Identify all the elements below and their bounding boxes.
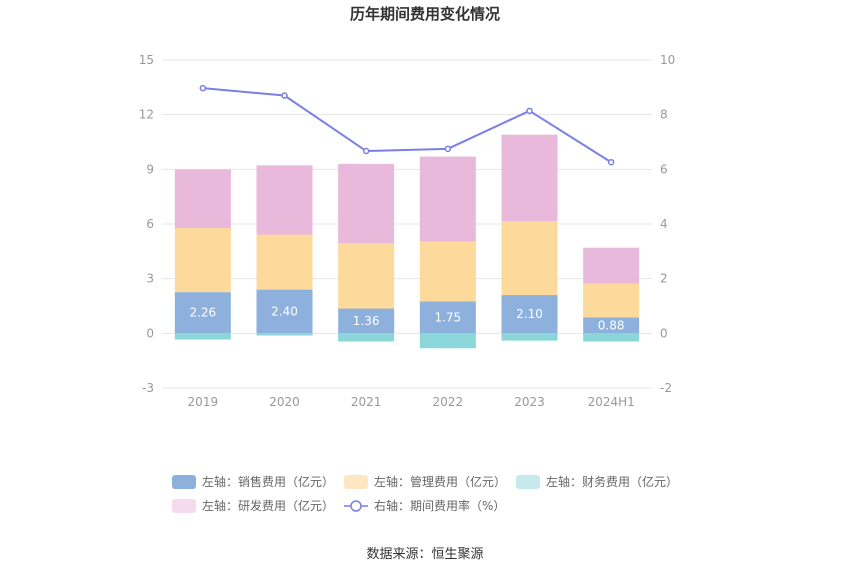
left-axis-tick: 6 [146, 217, 154, 231]
bar-value-label: 2.10 [516, 307, 543, 321]
bar-value-label: 1.36 [353, 314, 380, 328]
legend-label: 左轴：研发费用（亿元） [202, 498, 334, 513]
bar-segment [174, 333, 231, 340]
bar-value-label: 0.88 [598, 318, 625, 332]
bar-segment [338, 163, 395, 244]
legend-label: 左轴：财务费用（亿元） [546, 474, 678, 489]
grid-lines [162, 59, 652, 389]
bar-segment [256, 165, 313, 235]
bar-segment [419, 241, 476, 302]
bar-labels: 2.26 2.40 1.36 1.75 2.10 0.88 [189, 304, 624, 332]
x-axis-tick: 2020 [269, 395, 300, 409]
bars [174, 134, 640, 349]
right-axis-tick: -2 [660, 381, 672, 395]
line-point [607, 158, 615, 166]
bar-segment [338, 308, 395, 334]
bar-segment [501, 333, 558, 341]
left-axis-tick: 0 [146, 326, 154, 340]
x-axis-tick: 2023 [514, 395, 545, 409]
x-axis-tick: 2019 [188, 395, 219, 409]
legend-swatch [172, 475, 196, 489]
bar-segment [501, 295, 558, 334]
bar-segment [174, 292, 231, 334]
line-point [199, 84, 207, 92]
bar-segment [174, 228, 231, 293]
data-source: 数据来源：恒生聚源 [366, 547, 483, 562]
right-axis-tick: 4 [660, 217, 668, 231]
expense-rate-line [199, 84, 615, 166]
x-axis-tick: 2024H1 [588, 395, 635, 409]
bar-segment [583, 333, 640, 342]
right-axis-tick: 0 [660, 326, 668, 340]
bar-segment [256, 289, 313, 334]
legend-label: 左轴：管理费用（亿元） [374, 474, 506, 489]
line-point [362, 147, 370, 155]
right-axis-tick: 6 [660, 162, 668, 176]
line-path [202, 87, 612, 164]
legend-label: 右轴：期间费用率（%） [374, 498, 505, 513]
chart-title: 历年期间费用变化情况 [350, 5, 500, 23]
legend-swatch [344, 475, 368, 489]
line-point [444, 145, 452, 153]
left-axis-tick: 12 [139, 108, 154, 122]
bar-segment [338, 243, 395, 309]
bar-value-label: 1.75 [434, 310, 461, 324]
bar-segment [419, 301, 476, 334]
bar-segment [419, 156, 476, 242]
left-axis-tick: 15 [139, 53, 154, 67]
left-axis-tick: -3 [142, 381, 154, 395]
bar-segment [338, 333, 395, 342]
bar-segment [583, 283, 640, 318]
bar-segment [256, 234, 313, 290]
bar-segment [501, 221, 558, 296]
bar-segment [501, 134, 558, 222]
bar-segment [419, 333, 476, 349]
x-axis-tick: 2022 [433, 395, 464, 409]
legend-marker [350, 500, 362, 512]
legend-swatch [516, 475, 540, 489]
legend-label: 左轴：销售费用（亿元） [202, 474, 334, 489]
axes: -3 0 3 6 9 12 15 -2 0 2 4 6 8 10 2019 2020 2021 2022 2023 2… [139, 53, 676, 409]
right-axis-tick: 10 [660, 53, 675, 67]
right-axis-tick: 2 [660, 272, 668, 286]
bar-segment [583, 317, 640, 334]
line-point [281, 92, 288, 99]
line-point [526, 107, 533, 115]
bar-value-label: 2.40 [271, 304, 298, 318]
legend-swatch [172, 499, 196, 513]
bar-segment [583, 247, 640, 284]
bar-value-label: 2.26 [189, 306, 216, 320]
left-axis-tick: 9 [146, 162, 154, 176]
legend: 左轴：销售费用（亿元） 左轴：管理费用（亿元） 左轴：财务费用（亿元） 左轴：研发费用… [172, 474, 678, 513]
bar-segment [174, 169, 231, 229]
right-axis-tick: 8 [660, 108, 668, 122]
left-axis-tick: 3 [146, 272, 154, 286]
x-axis-tick: 2021 [351, 395, 382, 409]
bar-segment [256, 333, 313, 336]
